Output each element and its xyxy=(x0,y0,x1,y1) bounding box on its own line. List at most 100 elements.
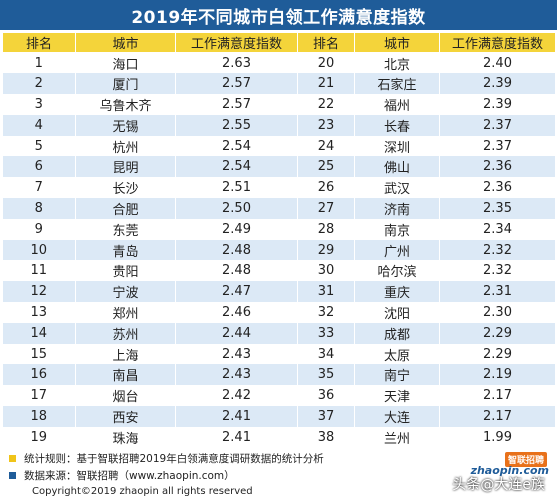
cell-city-right: 太原 xyxy=(354,343,440,365)
cell-score-left: 2.49 xyxy=(175,218,298,240)
cell-rank-right: 36 xyxy=(297,385,355,407)
cell-city-left: 南昌 xyxy=(75,364,176,386)
cell-city-right: 深圳 xyxy=(354,135,440,157)
table-row: 11 贵阳 2.48 30 哈尔滨 2.32 xyxy=(2,260,556,282)
cell-city-right: 兰州 xyxy=(354,426,440,448)
header-rank-left: 排名 xyxy=(2,32,76,53)
cell-city-left: 昆明 xyxy=(75,156,176,178)
cell-score-left: 2.41 xyxy=(175,426,298,448)
cell-score-right: 2.19 xyxy=(439,364,556,386)
cell-city-right: 广州 xyxy=(354,239,440,261)
data-source-note: 数据来源：智联招聘（www.zhaopin.com） xyxy=(9,468,235,483)
cell-rank-left: 15 xyxy=(2,343,76,365)
table-header-row: 排名 城市 工作满意度指数 排名 城市 工作满意度指数 xyxy=(2,32,556,53)
cell-rank-left: 9 xyxy=(2,218,76,240)
cell-city-left: 上海 xyxy=(75,343,176,365)
cell-city-right: 北京 xyxy=(354,52,440,74)
cell-rank-right: 21 xyxy=(297,73,355,95)
cell-rank-right: 22 xyxy=(297,94,355,115)
cell-rank-left: 16 xyxy=(2,364,76,386)
cell-rank-left: 4 xyxy=(2,114,76,136)
cell-score-right: 2.31 xyxy=(439,281,556,303)
cell-score-right: 2.36 xyxy=(439,156,556,178)
cell-city-left: 长沙 xyxy=(75,177,176,199)
cell-city-right: 哈尔滨 xyxy=(354,260,440,282)
cell-score-right: 2.17 xyxy=(439,406,556,427)
cell-city-left: 西安 xyxy=(75,406,176,427)
cell-city-right: 福州 xyxy=(354,94,440,115)
table-row: 16 南昌 2.43 35 南宁 2.19 xyxy=(2,364,556,386)
cell-rank-right: 33 xyxy=(297,322,355,344)
table-row: 15 上海 2.43 34 太原 2.29 xyxy=(2,343,556,365)
cell-city-right: 长春 xyxy=(354,114,440,136)
cell-score-right: 2.34 xyxy=(439,218,556,240)
cell-city-left: 乌鲁木齐 xyxy=(75,94,176,115)
cell-score-right: 2.32 xyxy=(439,239,556,261)
table-row: 1 海口 2.63 20 北京 2.40 xyxy=(2,52,556,74)
cell-rank-left: 3 xyxy=(2,94,76,115)
cell-city-right: 济南 xyxy=(354,198,440,219)
cell-city-left: 海口 xyxy=(75,52,176,74)
cell-score-right: 2.35 xyxy=(439,198,556,219)
cell-city-left: 苏州 xyxy=(75,322,176,344)
cell-city-left: 无锡 xyxy=(75,114,176,136)
table-row: 5 杭州 2.54 24 深圳 2.37 xyxy=(2,135,556,157)
cell-score-left: 2.51 xyxy=(175,177,298,199)
watermark: 头条@大连e族 xyxy=(452,477,545,493)
cell-rank-left: 6 xyxy=(2,156,76,178)
cell-rank-right: 37 xyxy=(297,406,355,427)
cell-city-right: 重庆 xyxy=(354,281,440,303)
cell-score-right: 2.32 xyxy=(439,260,556,282)
cell-city-left: 宁波 xyxy=(75,281,176,303)
cell-rank-right: 26 xyxy=(297,177,355,199)
cell-score-left: 2.43 xyxy=(175,343,298,365)
cell-rank-left: 13 xyxy=(2,302,76,323)
copyright: Copyright©2019 zhaopin all rights reserv… xyxy=(32,486,253,497)
table-row: 6 昆明 2.54 25 佛山 2.36 xyxy=(2,156,556,178)
cell-rank-left: 19 xyxy=(2,426,76,448)
cell-score-right: 2.30 xyxy=(439,302,556,323)
blue-square-icon xyxy=(9,472,16,479)
satisfaction-table: 排名 城市 工作满意度指数 排名 城市 工作满意度指数 1 海口 2.63 20 北京 2… xyxy=(2,32,556,448)
cell-rank-right: 32 xyxy=(297,302,355,323)
stats-rule-text: 统计规则：基于智联招聘2019年白领满意度调研数据的统计分析 xyxy=(24,453,324,465)
yellow-square-icon xyxy=(9,455,16,462)
cell-city-right: 石家庄 xyxy=(354,73,440,95)
cell-city-left: 杭州 xyxy=(75,135,176,157)
cell-city-left: 东莞 xyxy=(75,218,176,240)
logo-text: zhaopin.com xyxy=(470,464,549,477)
cell-rank-right: 29 xyxy=(297,239,355,261)
table-body: 1 海口 2.63 20 北京 2.40 2 厦门 2.57 21 石家庄 2.39 3 乌鲁木齐 2.57… xyxy=(2,52,556,448)
cell-rank-right: 31 xyxy=(297,281,355,303)
table-row: 7 长沙 2.51 26 武汉 2.36 xyxy=(2,177,556,199)
cell-city-left: 厦门 xyxy=(75,73,176,95)
cell-score-left: 2.54 xyxy=(175,135,298,157)
table-row: 19 珠海 2.41 38 兰州 1.99 xyxy=(2,426,556,448)
cell-score-left: 2.63 xyxy=(175,52,298,74)
table-row: 18 西安 2.41 37 大连 2.17 xyxy=(2,406,556,427)
cell-rank-left: 17 xyxy=(2,385,76,407)
cell-city-right: 天津 xyxy=(354,385,440,407)
cell-city-right: 南京 xyxy=(354,218,440,240)
header-rank-right: 排名 xyxy=(297,32,355,53)
cell-rank-right: 24 xyxy=(297,135,355,157)
cell-score-left: 2.48 xyxy=(175,239,298,261)
cell-score-left: 2.57 xyxy=(175,73,298,95)
cell-score-left: 2.42 xyxy=(175,385,298,407)
cell-rank-left: 2 xyxy=(2,73,76,95)
cell-score-right: 2.29 xyxy=(439,322,556,344)
cell-rank-right: 27 xyxy=(297,198,355,219)
cell-city-left: 青岛 xyxy=(75,239,176,261)
cell-score-right: 2.17 xyxy=(439,385,556,407)
cell-rank-right: 35 xyxy=(297,364,355,386)
cell-city-left: 珠海 xyxy=(75,426,176,448)
cell-city-left: 合肥 xyxy=(75,198,176,219)
table-row: 14 苏州 2.44 33 成都 2.29 xyxy=(2,322,556,344)
table-row: 13 郑州 2.46 32 沈阳 2.30 xyxy=(2,302,556,323)
header-city-right: 城市 xyxy=(354,32,440,53)
cell-score-left: 2.41 xyxy=(175,406,298,427)
cell-city-left: 郑州 xyxy=(75,302,176,323)
cell-city-left: 烟台 xyxy=(75,385,176,407)
header-city-left: 城市 xyxy=(75,32,176,53)
page-title: 2019年不同城市白领工作满意度指数 xyxy=(0,0,557,30)
